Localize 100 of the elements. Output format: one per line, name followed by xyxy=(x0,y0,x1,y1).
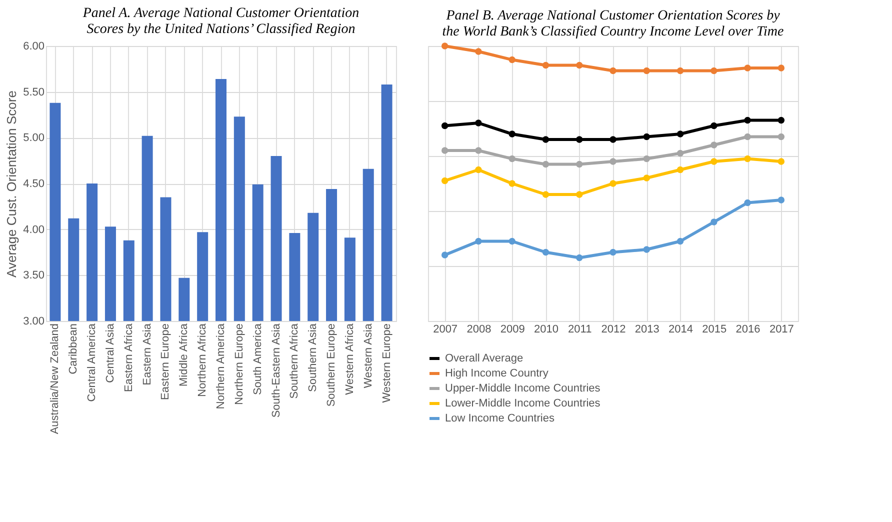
x-tick-label: 2015 xyxy=(702,324,727,336)
y-tick-label: 4.50 xyxy=(23,178,44,190)
point xyxy=(643,246,650,253)
point xyxy=(778,158,785,165)
point xyxy=(778,133,785,140)
point xyxy=(610,158,616,165)
y-tick-label: 3.50 xyxy=(23,270,44,282)
point xyxy=(676,150,684,157)
point xyxy=(676,130,684,138)
point xyxy=(475,120,482,126)
point xyxy=(643,155,650,162)
point xyxy=(508,155,516,162)
x-tick-label: South America xyxy=(252,322,264,396)
point xyxy=(744,155,751,162)
point xyxy=(710,142,718,148)
x-tick-label: 2010 xyxy=(534,324,558,336)
point xyxy=(778,196,785,204)
point xyxy=(778,64,785,72)
point xyxy=(542,62,550,69)
x-tick-label: Eastern Asia xyxy=(141,322,154,386)
legend-label: High Income Country xyxy=(445,368,549,380)
x-tick-label: 2017 xyxy=(769,324,794,336)
point xyxy=(576,160,583,168)
x-tick-label: Central America xyxy=(86,322,98,402)
x-tick-label: 2012 xyxy=(601,324,626,336)
x-tick-label: 2011 xyxy=(568,324,592,336)
point xyxy=(441,177,448,184)
x-tick-label: Western Europe xyxy=(380,324,393,403)
point xyxy=(576,254,583,262)
x-tick-label: Northern Europe xyxy=(233,324,246,405)
legend-label: Lower-Middle Income Countries xyxy=(445,398,601,410)
x-tick-label: 2009 xyxy=(500,324,525,336)
point xyxy=(710,122,718,130)
point xyxy=(610,180,616,187)
y-tick-label: 3.00 xyxy=(23,316,44,328)
x-tick-label: Australia/New Zealand xyxy=(49,324,62,434)
x-tick-label: South-Eastern Asia xyxy=(270,322,282,418)
point xyxy=(744,116,751,124)
y-tick-label: 6.00 xyxy=(23,40,44,52)
point xyxy=(508,56,516,64)
y-tick-label: 4.00 xyxy=(23,224,44,236)
point xyxy=(576,191,583,198)
point xyxy=(643,67,650,74)
point xyxy=(744,64,751,72)
point xyxy=(475,48,482,55)
point xyxy=(475,147,482,154)
point xyxy=(643,174,650,182)
chart-title: Panel A. Average National Customer Orientation Scores by the United Nations’ Classified Region xyxy=(82,6,360,37)
legend-label: Upper-Middle Income Countries xyxy=(445,382,601,394)
point xyxy=(508,180,516,187)
x-tick-label: 2016 xyxy=(736,324,760,336)
y-axis-title: Average Cust. Orientation Score xyxy=(4,90,20,278)
point xyxy=(475,166,482,174)
point xyxy=(710,158,718,165)
point xyxy=(710,67,718,74)
x-tick-label: Southern Africa xyxy=(288,322,301,399)
x-tick-label: Southern Europe xyxy=(326,324,338,407)
x-tick-label: Southern Asia xyxy=(307,322,320,392)
point xyxy=(576,62,583,69)
x-tick-label: Caribbean xyxy=(68,324,80,374)
x-tick-label: 2014 xyxy=(668,324,694,336)
point xyxy=(542,248,550,256)
point xyxy=(610,136,616,143)
point xyxy=(744,199,751,206)
point xyxy=(576,136,583,143)
x-tick-label: 2013 xyxy=(634,324,660,336)
point xyxy=(441,147,448,154)
point xyxy=(542,160,550,168)
point xyxy=(441,122,448,130)
point xyxy=(441,42,448,50)
point xyxy=(441,252,448,258)
x-tick-label: Western Asia xyxy=(362,322,374,388)
y-tick-label: 5.00 xyxy=(23,132,44,144)
x-tick-label: 2008 xyxy=(466,324,492,336)
point xyxy=(710,218,718,226)
x-tick-label: Eastern Africa xyxy=(122,322,135,392)
point xyxy=(508,130,516,138)
legend-label: Low Income Countries xyxy=(445,412,555,424)
point xyxy=(778,116,785,124)
x-tick-label: Western Africa xyxy=(344,322,356,395)
point xyxy=(475,238,482,245)
x-tick-label: Middle Africa xyxy=(178,322,190,386)
point xyxy=(676,238,684,245)
chart-title: Panel B. Average National Customer Orientation Scores by the World Bank’s Classified Country Income Level over Time xyxy=(442,8,784,40)
x-tick-label: 2007 xyxy=(433,324,458,336)
x-tick-label: Northern Africa xyxy=(196,322,209,397)
point xyxy=(610,67,616,74)
point xyxy=(676,166,684,174)
y-tick-label: 5.50 xyxy=(23,86,44,98)
x-tick-label: Eastern Europe xyxy=(160,324,172,400)
point xyxy=(508,238,516,245)
point xyxy=(676,67,684,74)
point xyxy=(542,136,550,143)
point xyxy=(744,133,751,140)
x-tick-label: Northern America xyxy=(215,322,227,410)
point xyxy=(610,248,616,256)
point xyxy=(643,133,650,140)
point xyxy=(542,191,550,198)
legend-label: Overall Average xyxy=(445,352,524,364)
x-tick-label: Central Asia xyxy=(104,322,116,383)
